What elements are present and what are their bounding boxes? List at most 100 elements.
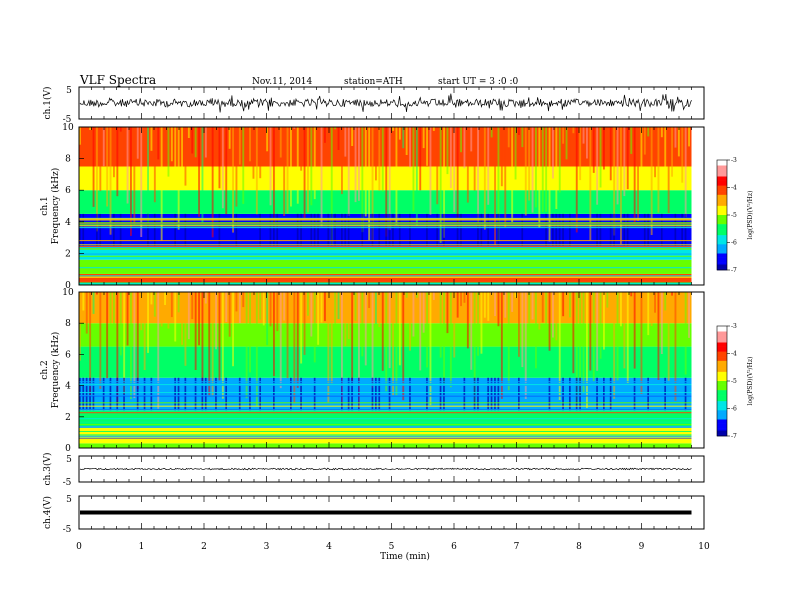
ch1-spec-streak — [449, 127, 452, 189]
ch1-colorbar-swatch — [717, 231, 727, 234]
ch1-spec-streak — [633, 127, 636, 223]
ch2-spec-streak — [371, 292, 374, 388]
ch2-spec-streak — [358, 292, 360, 408]
ch2-spec-streak — [201, 292, 204, 383]
ch1-spec-ytick-label: 10 — [62, 123, 74, 133]
x-tick-label: 10 — [698, 542, 710, 552]
ch2-spec-dark-streak — [518, 377, 520, 411]
ch2-spec-streak — [157, 292, 160, 409]
ch2-colorbar-swatch — [717, 388, 727, 391]
ch2-spec-streak — [579, 292, 582, 396]
ch1-spec-streak — [575, 127, 578, 233]
ch2-spec-streak — [541, 292, 544, 323]
x-tick-label: 8 — [576, 542, 582, 552]
ch1-spec-streak — [262, 127, 265, 144]
ch1-spec-streak — [82, 127, 85, 129]
ch1-spec-streak — [300, 127, 303, 171]
ch1-spec-streak — [170, 127, 173, 162]
ch1-spec-dark-streak — [371, 213, 374, 248]
ch2-spec-streak — [85, 292, 88, 334]
ch1-spec-streak — [419, 127, 422, 191]
ch2-spec-dark-streak — [143, 377, 146, 411]
ch2-spec-streak — [650, 292, 653, 326]
ch1-spec-dark-streak — [398, 213, 401, 248]
ch2-spec-streak — [483, 292, 486, 318]
ch1-colorbar-swatch — [717, 167, 727, 170]
ch2-spec-streak — [242, 292, 245, 308]
ch2-spec-streak — [647, 292, 650, 336]
ch2-colorbar-label: log(PSD)(V²/Hz) — [747, 357, 754, 406]
ch2-spec-streak — [218, 292, 221, 381]
ch2-colorbar-swatch — [717, 360, 727, 363]
ch1-spec-dark-streak — [153, 213, 156, 248]
ch2-spec-streak — [500, 292, 503, 399]
ch2-spec-streak — [79, 292, 81, 361]
ch1-spec-streak — [473, 127, 476, 191]
ch2-colorbar-swatch — [717, 351, 727, 354]
ch2-spec-streak — [592, 292, 595, 382]
ch2-spec-streak — [443, 292, 445, 385]
ch2-spec-streak — [208, 292, 211, 396]
ch1-spec-ytick-label: 6 — [65, 186, 71, 196]
ch1-spec-streak — [143, 127, 146, 164]
ch2-spec-dark-streak — [426, 377, 428, 411]
ch1-colorbar-swatch — [717, 176, 727, 179]
ch2-colorbar-swatch — [717, 353, 727, 356]
ch1-colorbar-swatch — [717, 174, 727, 177]
ch2-spec-streak — [266, 292, 269, 346]
ch1-spec-streak — [354, 127, 357, 203]
ch1-spec-streak — [320, 127, 323, 227]
ch2-colorbar-swatch — [717, 377, 727, 380]
ch1-spec-streak — [460, 127, 462, 153]
ch2-spec-streak — [674, 292, 677, 401]
ch1-spec-streak — [307, 127, 309, 213]
ch2-spec-streak — [432, 292, 435, 300]
ch2-spec-dark-streak — [150, 377, 153, 411]
ch1-spec-dark-streak — [79, 213, 81, 248]
ch1-spec-streak — [232, 127, 234, 233]
ch2-spec-streak — [273, 292, 275, 377]
ch1-spec-streak — [388, 127, 391, 231]
ch2-spec-streak — [269, 292, 272, 327]
ch1-spec-dark-streak — [460, 213, 462, 248]
ch1-spec-streak — [235, 127, 238, 207]
ch2-spec-streak — [395, 292, 398, 396]
ch2-spec-streak — [640, 292, 643, 394]
ch1-spec-dark-streak — [392, 213, 394, 248]
ch2-spec-streak — [119, 292, 122, 356]
ch2-spec-streak — [307, 292, 309, 316]
ch2-spec-streak — [497, 292, 500, 327]
ch2-colorbar-swatch — [717, 379, 727, 382]
ch2-colorbar-swatch — [717, 355, 727, 358]
ch2-spec-streak — [313, 292, 316, 363]
ch2-spec-streak — [245, 292, 248, 399]
ch1-spec-streak — [187, 127, 190, 138]
ch1-colorbar-swatch — [717, 233, 727, 236]
ch2-spec-streak — [569, 292, 571, 318]
ch1-spec-dark-streak — [409, 213, 411, 248]
ch2-spec-dark-streak — [443, 377, 445, 411]
ch1-spec-streak — [378, 127, 381, 191]
ch2-spec-ytick-label: 0 — [65, 444, 71, 454]
ch1-colorbar-swatch — [717, 171, 727, 174]
ch2-colorbar-swatch — [717, 414, 727, 417]
ch1-spec-streak — [296, 127, 299, 204]
ch2-spec-streak — [398, 292, 401, 366]
ch2-spec-streak — [198, 292, 200, 346]
ch2-spec-dark-streak — [215, 377, 217, 411]
ch2-spec-dark-streak — [341, 377, 343, 411]
ch1-spec-streak — [626, 127, 629, 190]
ch2-colorbar-swatch — [717, 384, 727, 387]
ch1-colorbar-swatch — [717, 193, 727, 196]
ch2-spec-streak — [385, 292, 388, 392]
ch2-spec-streak — [160, 292, 163, 327]
ch1-spec-ytick-label: 0 — [65, 281, 71, 291]
ch2-spec-streak — [586, 292, 588, 408]
ch1-spec-streak — [398, 127, 401, 140]
ch2-spec-dark-streak — [603, 377, 605, 411]
ch1-spec-dark-streak — [599, 213, 602, 248]
ch1-spec-streak — [674, 127, 677, 148]
ch1-spec-dark-streak — [113, 213, 115, 248]
ch1-spec-streak — [99, 127, 102, 192]
ch2-spec-ytick-label: 6 — [65, 350, 71, 360]
